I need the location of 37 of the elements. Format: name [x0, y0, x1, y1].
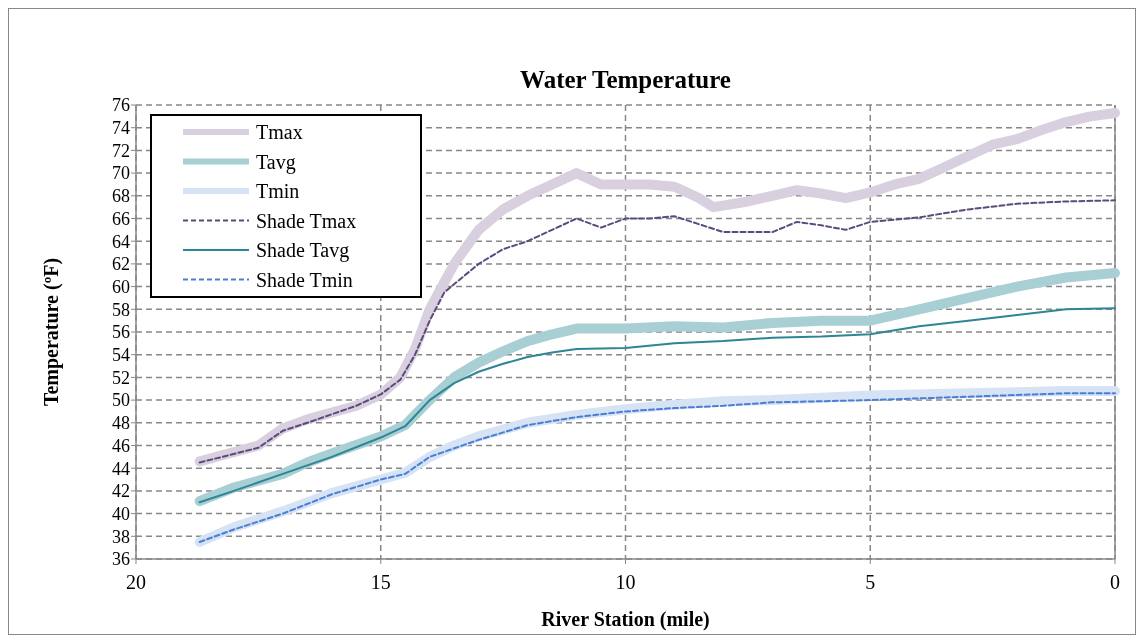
- y-tick-label: 70: [112, 163, 130, 184]
- y-tick-label: 46: [112, 435, 130, 456]
- y-tick-label: 60: [112, 276, 130, 297]
- y-tick-label: 38: [112, 526, 130, 547]
- y-tick-label: 74: [112, 118, 130, 138]
- y-tick-label: 42: [112, 481, 130, 502]
- legend-label: Shade Tmin: [256, 268, 353, 291]
- y-tick-label: 56: [112, 322, 130, 343]
- x-tick-label: 5: [865, 571, 876, 593]
- y-tick-label: 40: [112, 503, 130, 524]
- y-tick-label: 52: [112, 367, 130, 388]
- x-axis-title: River Station (mile): [541, 608, 710, 631]
- x-tick-label: 20: [126, 571, 146, 593]
- x-tick-label: 15: [370, 571, 391, 593]
- y-tick-label: 62: [112, 254, 130, 275]
- line-series: [198, 307, 1116, 504]
- chart-title: Water Temperature: [520, 66, 731, 93]
- y-tick-label: 64: [112, 231, 130, 252]
- legend-label: Tmin: [256, 180, 300, 202]
- line-series: [198, 199, 1116, 464]
- y-tick-label: 50: [112, 390, 130, 411]
- y-tick-label: 54: [112, 345, 130, 365]
- y-tick-label: 76: [112, 95, 130, 116]
- x-tick-label: 0: [1110, 571, 1120, 593]
- y-tick-label: 36: [112, 549, 130, 570]
- legend-label: Shade Tavg: [256, 239, 350, 262]
- y-tick-label: 48: [112, 413, 130, 434]
- y-tick-label: 72: [112, 140, 130, 161]
- y-tick-label: 58: [112, 299, 130, 320]
- legend-label: Tmax: [256, 121, 303, 143]
- x-tick-label: 10: [615, 571, 636, 593]
- legend-label: Tavg: [256, 150, 296, 174]
- y-axis-title: Temperature (ºF): [40, 257, 63, 407]
- y-tick-label: 44: [112, 458, 130, 479]
- y-tick-label: 66: [112, 208, 130, 229]
- y-tick-label: 68: [112, 186, 130, 207]
- legend-label: Shade Tmax: [256, 209, 357, 232]
